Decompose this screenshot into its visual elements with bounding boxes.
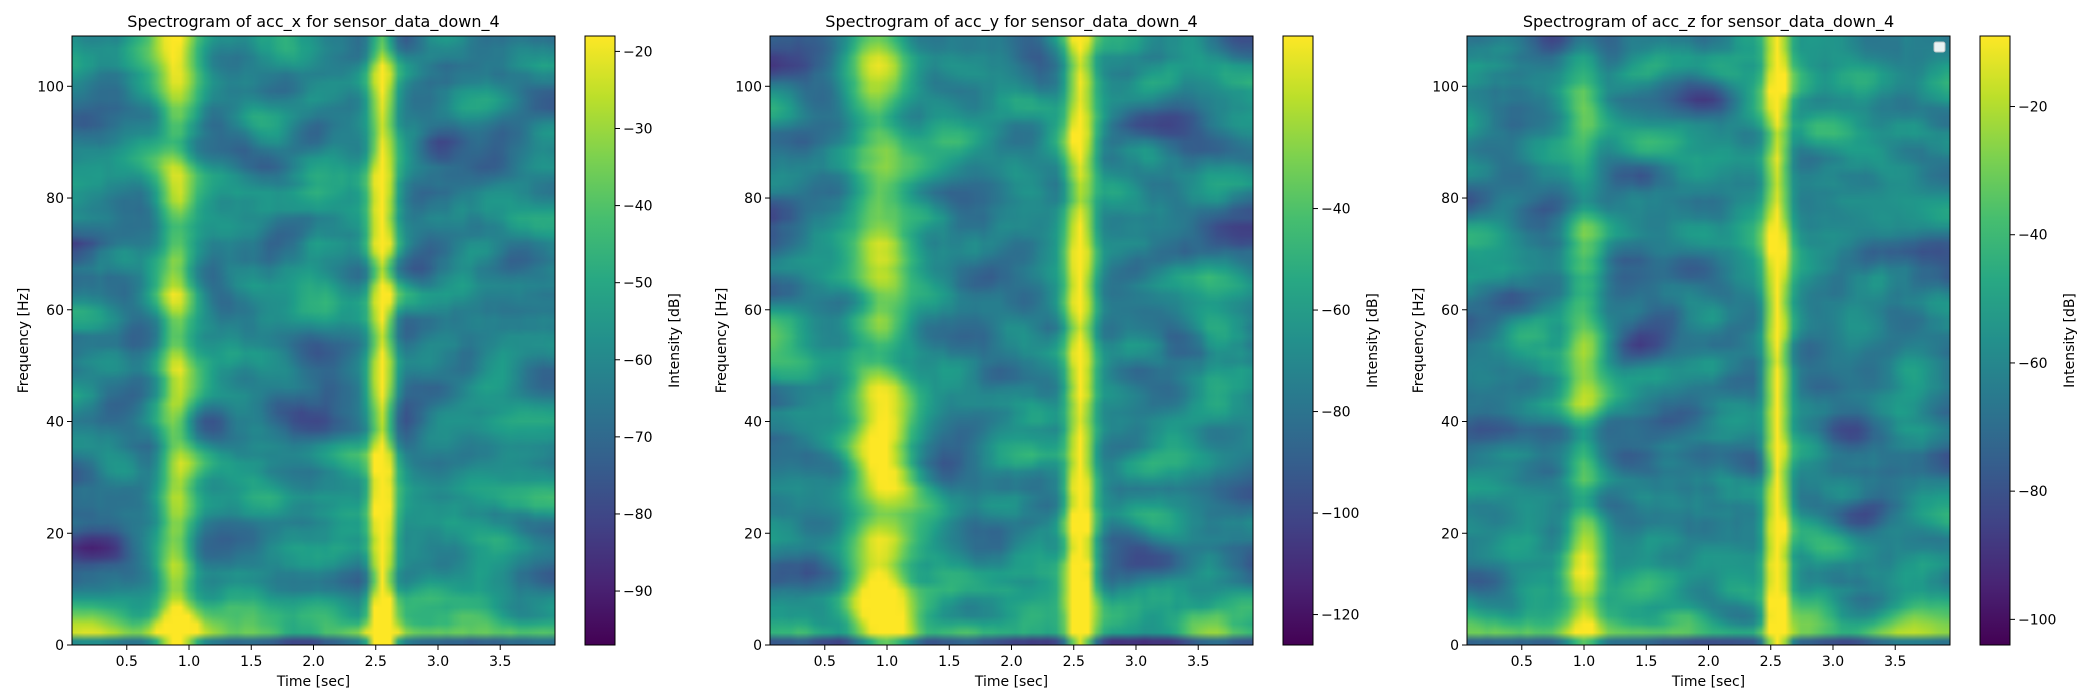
colorbar-tick-label: −60 (1321, 303, 1351, 319)
x-tick-label: 2.5 (365, 654, 387, 670)
y-tick-label: 60 (46, 303, 64, 319)
colorbar-tick-label: −80 (1321, 405, 1351, 421)
colorbar-tick-label: −120 (1321, 608, 1359, 624)
colorbar-tick-label: −20 (2018, 100, 2048, 116)
colorbar-tick-label: −90 (623, 584, 653, 600)
colorbar-tick-label: −40 (2018, 228, 2048, 244)
y-tick-label: 20 (46, 526, 64, 542)
y-axis-label: Frequency [Hz] (16, 288, 32, 394)
x-tick-label: 2.0 (1697, 654, 1719, 670)
y-tick-label: 40 (744, 415, 762, 431)
chart-panel-3: 0.5 1.0 1.5 2.0 2.5 3.0 3.5 0 20 40 60 80 100 Spectro… (1411, 12, 2078, 690)
y-tick-label: 0 (1450, 638, 1459, 654)
colorbar-tick-label: −20 (623, 44, 653, 60)
y-tick-label: 100 (37, 79, 64, 95)
x-tick-label: 1.5 (1635, 654, 1657, 670)
x-tick-label: 1.0 (1573, 654, 1595, 670)
colorbar-label: Intensity [dB] (1365, 293, 1381, 388)
x-tick-label: 3.5 (1884, 654, 1906, 670)
legend-box (1933, 41, 1946, 53)
colorbar-tick-label: −60 (2018, 356, 2048, 372)
y-tick-label: 20 (1441, 526, 1459, 542)
chart-panel-1: 0.5 1.0 1.5 2.0 2.5 3.0 3.5 0 20 40 60 80 100 Spectro… (16, 12, 683, 690)
chart-title: Spectrogram of acc_z for sensor_data_dow… (1523, 12, 1894, 32)
x-tick-label: 1.5 (938, 654, 960, 670)
y-tick-label: 40 (46, 415, 64, 431)
colorbar-label: Intensity [dB] (2062, 293, 2078, 388)
colorbar-tick-label: −60 (623, 353, 653, 369)
colorbar-tick-label: −50 (623, 276, 653, 292)
x-tick-label: 1.0 (876, 654, 898, 670)
y-tick-label: 0 (55, 638, 64, 654)
spectrogram-heatmap (770, 36, 1253, 645)
x-tick-label: 0.5 (1511, 654, 1533, 670)
x-tick-label: 2.0 (302, 654, 324, 670)
colorbar-tick-label: −100 (1321, 506, 1359, 522)
x-tick-label: 3.5 (489, 654, 511, 670)
colorbar-tick-label: −30 (623, 122, 653, 138)
x-axis-label: Time [sec] (974, 674, 1048, 690)
colorbar (1282, 35, 1314, 646)
y-tick-label: 100 (1432, 79, 1459, 95)
y-tick-label: 80 (46, 191, 64, 207)
y-tick-label: 80 (1441, 191, 1459, 207)
colorbar-tick-label: −80 (2018, 484, 2048, 500)
colorbar-tick-label: −80 (623, 507, 653, 523)
y-axis-label: Frequency [Hz] (714, 288, 730, 394)
x-tick-label: 2.5 (1760, 654, 1782, 670)
colorbar-tick-label: −70 (623, 430, 653, 446)
x-tick-label: 1.0 (178, 654, 200, 670)
y-tick-label: 0 (753, 638, 762, 654)
x-tick-label: 3.0 (1822, 654, 1844, 670)
x-tick-label: 3.0 (427, 654, 449, 670)
spectrogram-heatmap (1467, 36, 1950, 645)
x-tick-label: 2.0 (1000, 654, 1022, 670)
y-tick-label: 100 (735, 79, 762, 95)
x-tick-label: 0.5 (116, 654, 138, 670)
y-axis-label: Frequency [Hz] (1411, 288, 1427, 394)
y-tick-label: 40 (1441, 415, 1459, 431)
x-tick-label: 2.5 (1063, 654, 1085, 670)
x-tick-label: 1.5 (240, 654, 262, 670)
x-axis-label: Time [sec] (1671, 674, 1745, 690)
y-tick-label: 60 (1441, 303, 1459, 319)
colorbar (584, 35, 616, 646)
y-tick-label: 20 (744, 526, 762, 542)
chart-title: Spectrogram of acc_x for sensor_data_dow… (127, 12, 499, 32)
x-tick-label: 0.5 (814, 654, 836, 670)
x-axis-label: Time [sec] (276, 674, 350, 690)
y-tick-label: 80 (744, 191, 762, 207)
y-tick-label: 60 (744, 303, 762, 319)
colorbar-tick-label: −40 (623, 199, 653, 215)
chart-title: Spectrogram of acc_y for sensor_data_dow… (825, 12, 1197, 32)
x-tick-label: 3.0 (1125, 654, 1147, 670)
chart-panel-2: 0.5 1.0 1.5 2.0 2.5 3.0 3.5 0 20 40 60 80 100 Spectro… (714, 12, 1381, 690)
colorbar-tick-label: −40 (1321, 202, 1351, 218)
colorbar (1979, 35, 2011, 646)
x-tick-label: 3.5 (1187, 654, 1209, 670)
colorbar-tick-label: −100 (2018, 612, 2056, 628)
colorbar-label: Intensity [dB] (667, 293, 683, 388)
spectrogram-heatmap (72, 36, 555, 645)
